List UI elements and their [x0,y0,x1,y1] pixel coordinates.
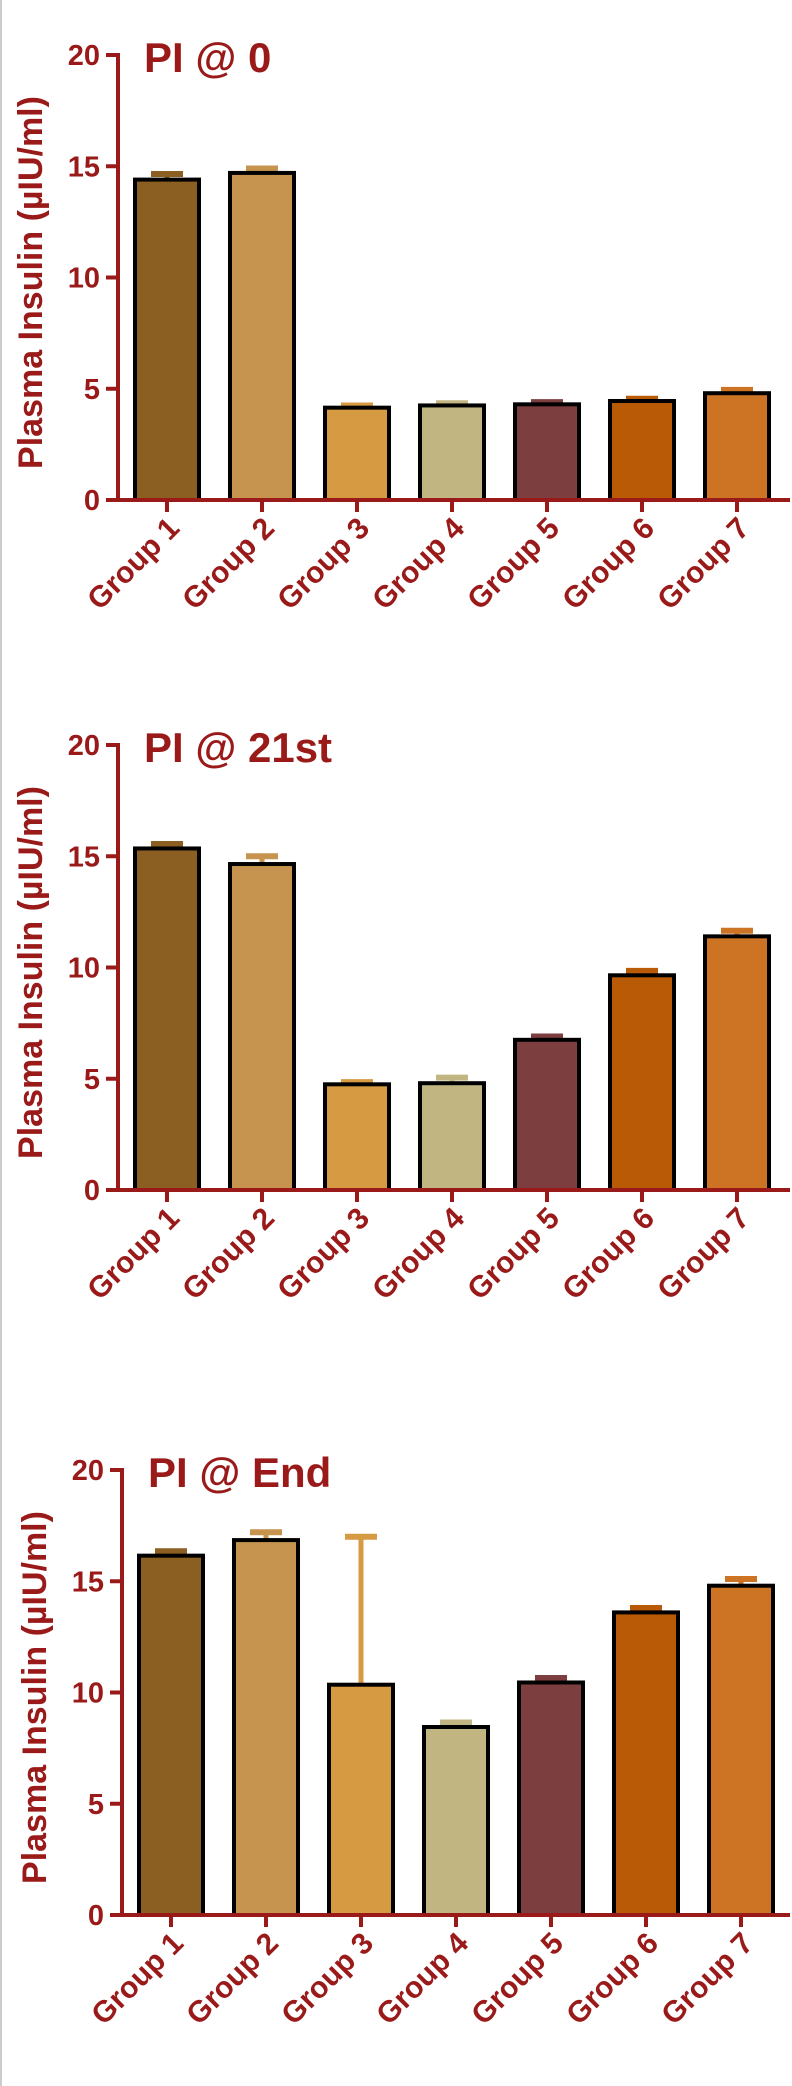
x-tick-label: Group 2 [176,512,281,617]
x-tick-label: Group 4 [370,1926,475,2031]
bar [513,402,581,503]
bar [608,398,676,502]
bar [517,1680,585,1917]
bar [327,1682,395,1917]
y-tick-label: 0 [84,1175,100,1207]
left-border [0,0,2,2086]
bar [228,170,296,503]
bar [137,1553,205,1917]
y-tick-label: 20 [68,40,100,72]
bar [703,391,771,503]
x-tick-label: Group 1 [81,1202,186,1307]
bar [612,1610,680,1917]
bar [703,934,771,1192]
bar [133,177,201,502]
y-tick-label: 20 [72,1455,104,1487]
x-tick-label: Group 1 [85,1927,190,2032]
bar [707,1583,775,1917]
bar [232,1538,300,1918]
bar [422,1724,490,1917]
x-tick-label: Group 7 [651,1202,756,1307]
y-tick-label: 5 [84,1064,100,1096]
y-tick-label: 5 [88,1789,104,1821]
chart-title: PI @ End [148,1449,331,1496]
chart-panel-pi-0: Plasma Insulin (µIU/ml) PI @ 0 Group 1 Grou… [0,0,792,660]
x-tick-label: Group 7 [651,512,756,617]
y-tick-label: 10 [72,1678,104,1710]
x-tick-label: Group 5 [461,512,566,617]
x-tick-label: Group 6 [560,1927,665,2032]
x-tick-label: Group 4 [366,511,471,616]
y-axis-label: Plasma Insulin (µIU/ml) [16,1511,54,1884]
y-axis-label: Plasma Insulin (µIU/ml) [12,96,50,469]
x-tick-label: Group 6 [556,512,661,617]
y-tick-label: 20 [68,730,100,762]
bar [418,403,486,502]
chart-panel-pi-end: Plasma Insulin (µIU/ml) PI @ End Group 1 Gr… [0,1415,792,2075]
x-tick-label: Group 3 [275,1927,380,2032]
x-tick-label: Group 2 [180,1927,285,2032]
bar [513,1037,581,1192]
y-tick-label: 10 [68,263,100,295]
y-tick-label: 5 [84,374,100,406]
bar [323,405,391,503]
x-tick-label: Group 5 [465,1927,570,2032]
x-tick-label: Group 3 [271,512,376,617]
chart-title: PI @ 0 [144,34,271,81]
y-tick-label: 10 [68,953,100,985]
bar [133,846,201,1192]
y-tick-label: 15 [72,1566,104,1598]
x-tick-label: Group 7 [655,1927,760,2032]
y-tick-label: 15 [68,151,100,183]
x-tick-label: Group 1 [81,512,186,617]
bar [418,1081,486,1193]
y-tick-label: 0 [84,485,100,517]
x-tick-label: Group 4 [366,1201,471,1306]
y-axis-label: Plasma Insulin (µIU/ml) [12,786,50,1159]
y-tick-label: 0 [88,1900,104,1932]
x-tick-label: Group 5 [461,1202,566,1307]
x-tick-label: Group 3 [271,1202,376,1307]
bar [228,862,296,1192]
chart-title: PI @ 21st [144,724,332,771]
bar [608,973,676,1192]
y-tick-label: 15 [68,841,100,873]
x-tick-label: Group 2 [176,1202,281,1307]
x-tick-label: Group 6 [556,1202,661,1307]
bar [323,1082,391,1192]
